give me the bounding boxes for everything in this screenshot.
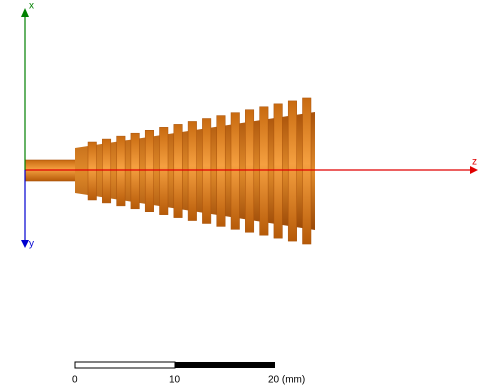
scale-label: 0 bbox=[72, 375, 78, 386]
fin bbox=[245, 110, 254, 233]
scale-bar: 0 10 20 (mm) bbox=[72, 362, 305, 386]
fin bbox=[160, 127, 169, 214]
fin bbox=[202, 119, 211, 224]
fin bbox=[303, 98, 312, 244]
scale-label: 10 bbox=[169, 375, 181, 386]
y-label: y bbox=[29, 239, 34, 250]
fin bbox=[145, 130, 154, 211]
fin bbox=[260, 107, 269, 235]
scale-label: 20 (mm) bbox=[268, 375, 305, 386]
x-label: x bbox=[29, 1, 34, 12]
fin bbox=[231, 113, 240, 230]
viewport: z x y 0 10 20 (mm) bbox=[0, 0, 481, 388]
scale-black bbox=[175, 362, 275, 368]
fin bbox=[188, 121, 197, 220]
fin bbox=[174, 124, 183, 217]
fin bbox=[288, 101, 297, 241]
fin bbox=[88, 142, 97, 200]
scale-white bbox=[75, 362, 175, 368]
fin bbox=[102, 139, 111, 203]
y-arrow bbox=[21, 240, 29, 248]
fin bbox=[274, 104, 283, 238]
z-label: z bbox=[472, 157, 477, 168]
fin bbox=[117, 136, 126, 206]
fin bbox=[217, 116, 226, 227]
model bbox=[25, 98, 315, 244]
fin bbox=[131, 133, 140, 209]
x-arrow bbox=[21, 8, 29, 17]
